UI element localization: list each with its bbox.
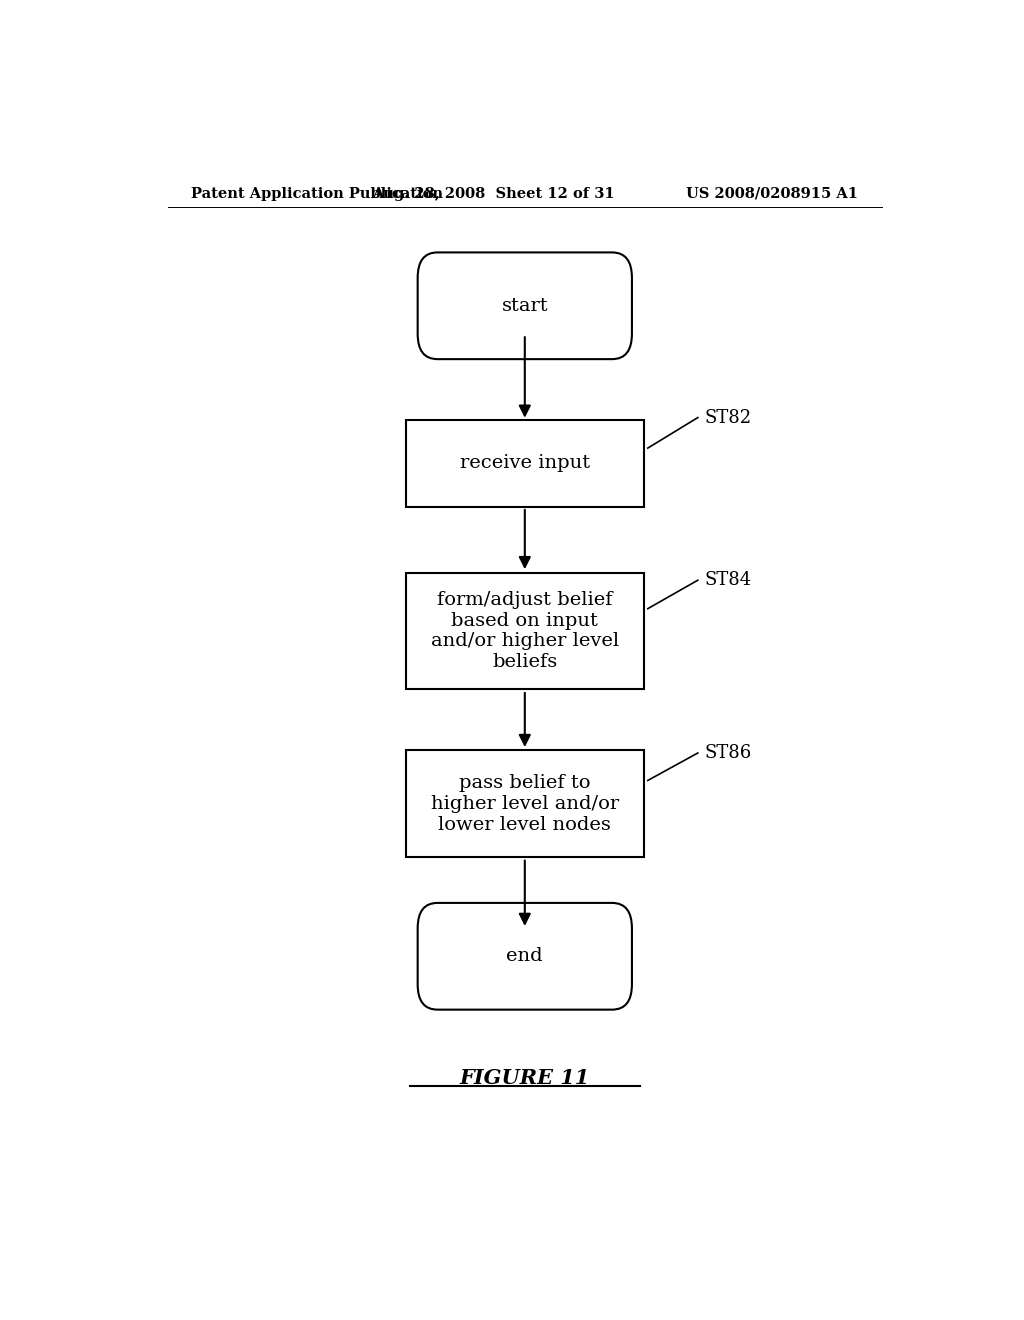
Text: US 2008/0208915 A1: US 2008/0208915 A1	[686, 187, 858, 201]
Text: form/adjust belief
based on input
and/or higher level
beliefs: form/adjust belief based on input and/or…	[431, 591, 618, 672]
Bar	[406, 751, 644, 857]
Text: Patent Application Publication: Patent Application Publication	[191, 187, 443, 201]
Text: ST86: ST86	[705, 744, 753, 762]
FancyBboxPatch shape	[418, 252, 632, 359]
Text: start: start	[502, 297, 548, 314]
Bar	[406, 420, 644, 507]
Text: end: end	[507, 948, 543, 965]
Text: ST82: ST82	[705, 409, 752, 426]
Text: ST84: ST84	[705, 572, 752, 589]
Text: FIGURE 11: FIGURE 11	[460, 1068, 590, 1088]
Text: receive input: receive input	[460, 454, 590, 473]
Text: Aug. 28, 2008  Sheet 12 of 31: Aug. 28, 2008 Sheet 12 of 31	[372, 187, 614, 201]
FancyBboxPatch shape	[418, 903, 632, 1010]
Bar	[406, 573, 644, 689]
Text: pass belief to
higher level and/or
lower level nodes: pass belief to higher level and/or lower…	[431, 774, 618, 834]
